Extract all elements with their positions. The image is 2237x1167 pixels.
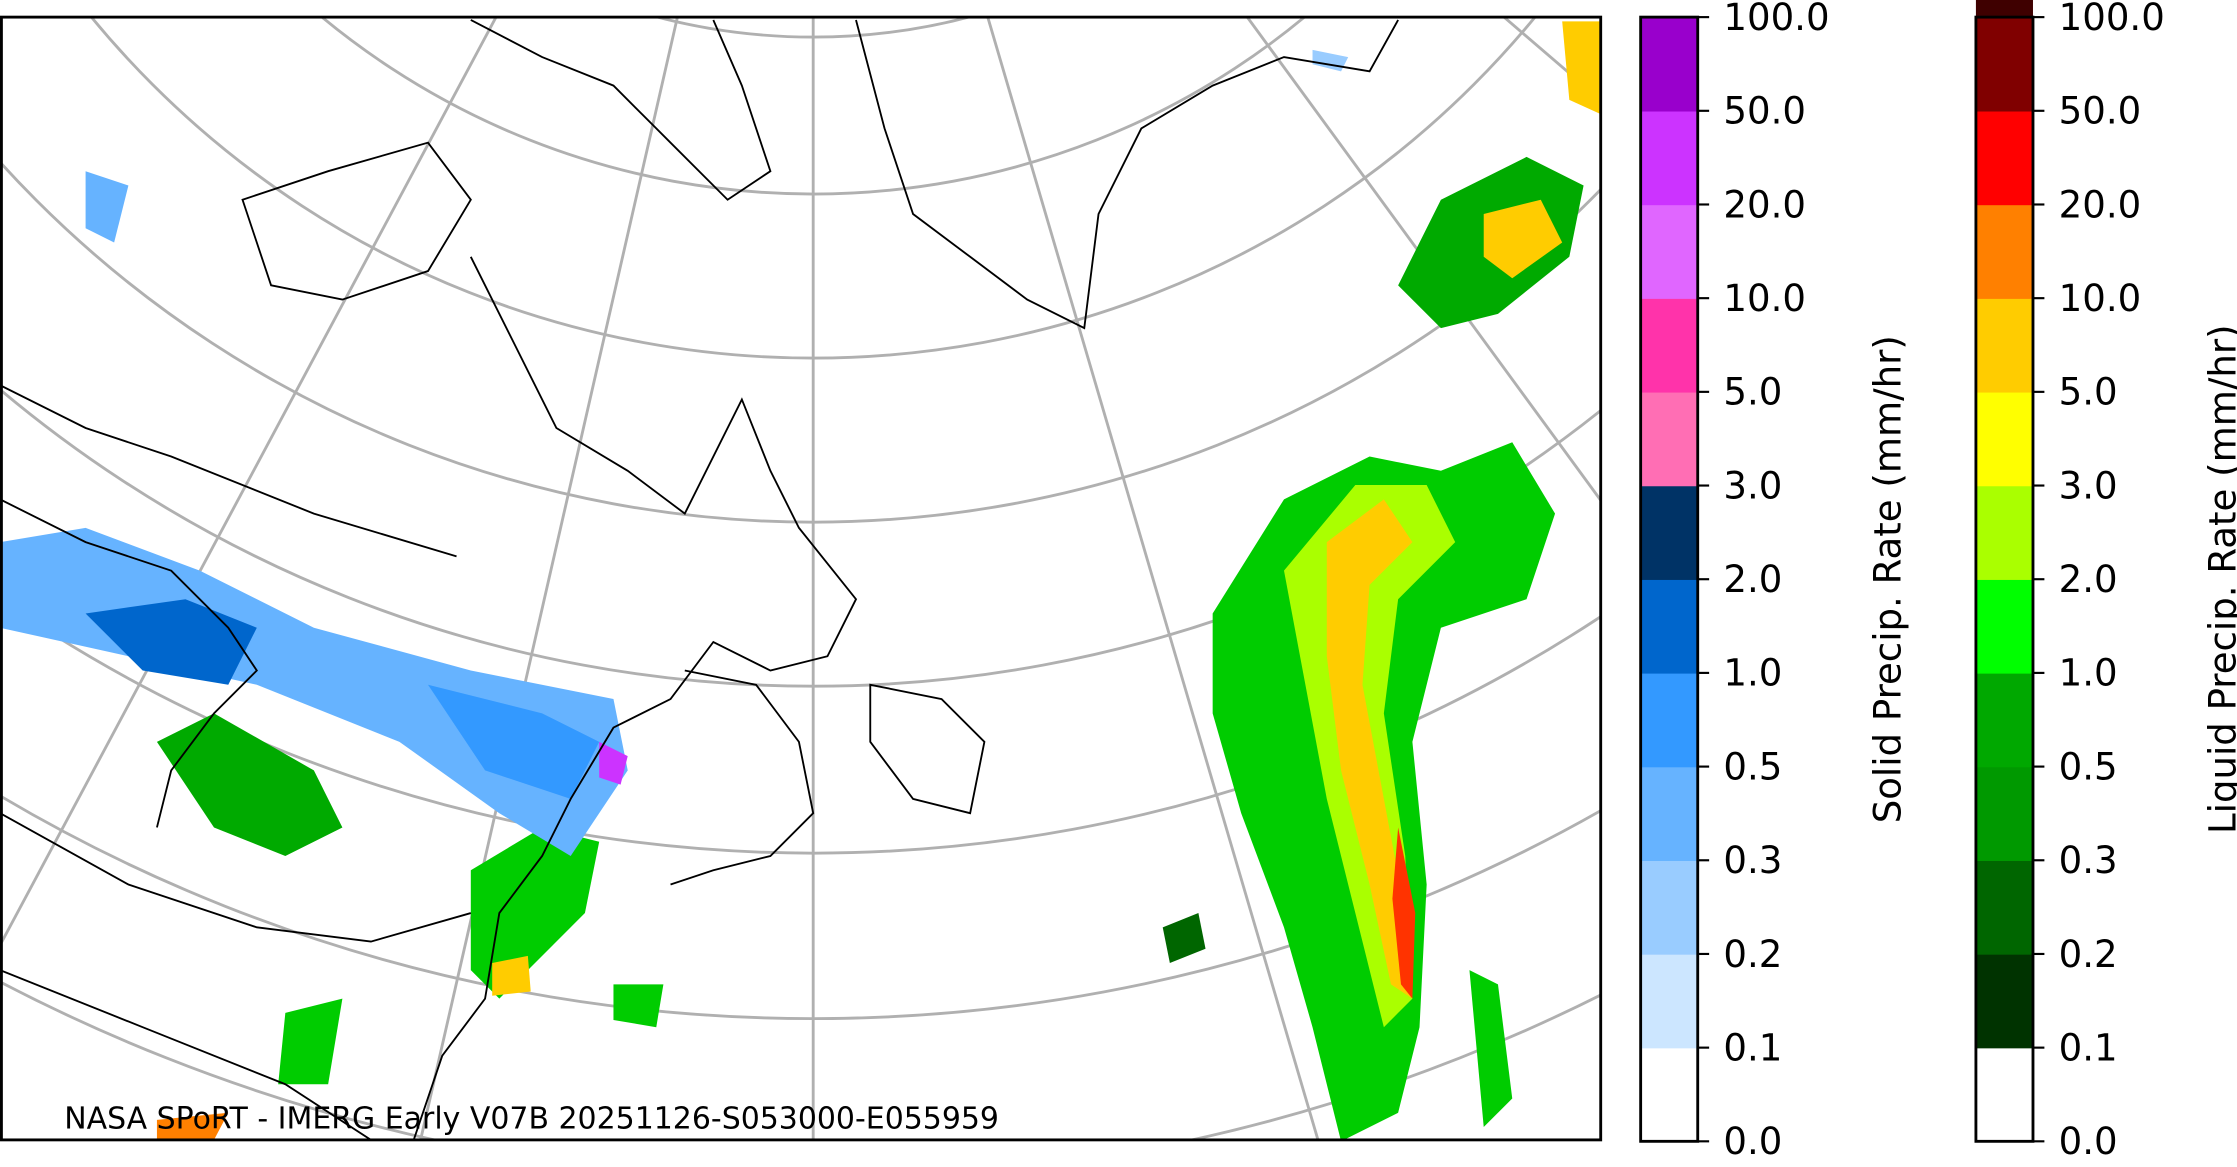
colorbar-tick-label: 0.1 bbox=[2059, 1026, 2118, 1069]
colorbar-segment bbox=[1975, 860, 2033, 955]
colorbar-segment bbox=[1975, 0, 2033, 18]
colorbar-tick-label: 3.0 bbox=[1723, 464, 1782, 507]
colorbar-tick-label: 100.0 bbox=[1723, 0, 1829, 39]
coastlines bbox=[1, 19, 1399, 1140]
colorbar-tick-label: 0.0 bbox=[1723, 1120, 1782, 1163]
colorbar-tick-label: 0.0 bbox=[2059, 1120, 2118, 1163]
colorbar-segment bbox=[1975, 391, 2033, 487]
colorbar-segment bbox=[1640, 485, 1698, 580]
colorbar-segment bbox=[1640, 298, 1698, 393]
map-frame bbox=[0, 15, 1603, 1142]
colorbar-tick-label: 2.0 bbox=[1723, 558, 1782, 601]
colorbar-segment bbox=[1640, 1047, 1698, 1143]
colorbar-segment bbox=[1975, 672, 2033, 768]
colorbar-segment bbox=[1975, 485, 2033, 580]
colorbar-segment bbox=[1640, 17, 1698, 112]
colorbar-tick-label: 0.5 bbox=[2059, 745, 2118, 788]
colorbar-tick-label: 0.2 bbox=[2059, 933, 2118, 976]
colorbar-segment bbox=[1975, 579, 2033, 674]
colorbar-tick-label: 10.0 bbox=[2059, 277, 2142, 320]
colorbar-tick-label: 2.0 bbox=[2059, 558, 2118, 601]
colorbar-tick-label: 0.1 bbox=[1723, 1026, 1782, 1069]
colorbar-segment bbox=[1975, 953, 2033, 1049]
colorbar-tick-label: 50.0 bbox=[1723, 90, 1806, 133]
colorbar-segment bbox=[1640, 204, 1698, 299]
colorbar-tick-label: 20.0 bbox=[1723, 183, 1806, 226]
colorbar-segment bbox=[1640, 766, 1698, 861]
colorbar-tick-label: 50.0 bbox=[2059, 90, 2142, 133]
precipitation bbox=[1, 21, 1601, 1140]
colorbar-label: Liquid Precip. Rate (mm/hr) bbox=[2202, 324, 2237, 834]
colorbar-segment bbox=[1640, 110, 1698, 206]
colorbar-tick-label: 5.0 bbox=[1723, 371, 1782, 414]
colorbar-segment bbox=[1640, 860, 1698, 955]
colorbar-tick-label: 1.0 bbox=[2059, 652, 2118, 695]
colorbar-tick-label: 20.0 bbox=[2059, 183, 2142, 226]
colorbar-tick-label: 0.5 bbox=[1723, 745, 1782, 788]
colorbar-tick-label: 0.3 bbox=[2059, 839, 2118, 882]
colorbar-tick-label: 0.3 bbox=[1723, 839, 1782, 882]
colorbar-segment bbox=[1975, 1047, 2033, 1143]
colorbar-segment bbox=[1640, 953, 1698, 1049]
colorbar-segment bbox=[1975, 766, 2033, 861]
colorbar-tick-label: 0.2 bbox=[1723, 933, 1782, 976]
colorbar-segment bbox=[1975, 110, 2033, 206]
colorbar-tick-label: 3.0 bbox=[2059, 464, 2118, 507]
colorbar-segment bbox=[1640, 672, 1698, 768]
colorbar-segment bbox=[1975, 204, 2033, 299]
colorbar-tick-label: 10.0 bbox=[1723, 277, 1806, 320]
colorbar-segment bbox=[1975, 17, 2033, 112]
credit: NASA SPoRT - IMERG Early V07B 20251126-S… bbox=[64, 1101, 999, 1136]
colorbars: 0.0 0.1 0.2 0.3 0.5 1.0 2.0 3.0 5.0 10.0 20.0 50.0 1… bbox=[1639, 0, 2237, 1163]
colorbar-tick-label: 5.0 bbox=[2059, 371, 2118, 414]
colorbar-tick-label: 100.0 bbox=[2059, 0, 2165, 39]
colorbar-tick-label: 1.0 bbox=[1723, 652, 1782, 695]
colorbar-segment bbox=[1640, 579, 1698, 674]
colorbar-segment bbox=[1975, 298, 2033, 393]
colorbar-segment bbox=[1640, 391, 1698, 487]
colorbar-label: Solid Precip. Rate (mm/hr) bbox=[1866, 335, 1909, 823]
